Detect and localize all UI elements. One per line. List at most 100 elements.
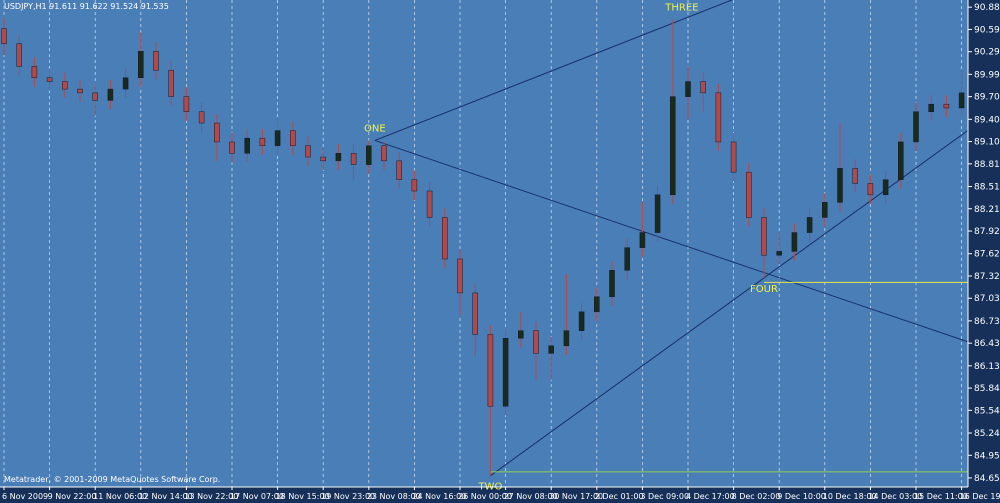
y-tick-label: 89.700: [974, 93, 1000, 103]
candle-body: [350, 153, 357, 165]
y-tick-label: 87.325: [974, 272, 1000, 282]
candle-body: [31, 66, 38, 79]
candle-body: [426, 190, 433, 218]
candle-body: [366, 145, 372, 165]
x-tick-label: 16 Dec 19:00: [960, 492, 1000, 501]
y-tick-label: 89.400: [974, 115, 1000, 125]
candle-body: [305, 145, 311, 158]
candle-body: [609, 270, 615, 297]
candle-body: [882, 179, 889, 196]
candle-body: [746, 171, 752, 218]
candle-body: [639, 232, 646, 248]
candle-body: [396, 160, 402, 180]
x-tick-label: 9 Nov 22:00: [48, 492, 97, 501]
y-tick-label: 89.995: [974, 70, 1000, 80]
candle-body: [274, 130, 281, 146]
candle-body: [229, 141, 235, 154]
chart-title: USDJPY,H1 91.611 91.622 91.524 91.535: [4, 2, 169, 11]
candle-body: [320, 156, 326, 162]
candle-body: [761, 217, 767, 256]
y-tick-label: 89.105: [974, 138, 1000, 148]
candle-body: [381, 145, 387, 162]
x-tick-label: 11 Nov 06:00: [93, 492, 147, 501]
candle-body: [578, 311, 585, 331]
y-tick-label: 90.885: [974, 3, 1000, 13]
candle-body: [122, 77, 129, 90]
candle-body: [776, 251, 782, 256]
candle-body: [138, 51, 144, 79]
y-tick-label: 87.920: [974, 227, 1000, 237]
candle-body: [259, 137, 266, 146]
annotation: FOUR: [750, 284, 778, 295]
x-tick-label: 19 Nov 23:00: [321, 492, 375, 501]
x-tick-label: 10 Dec 18:00: [823, 492, 877, 501]
candle-body: [837, 168, 843, 203]
candle-body: [791, 232, 798, 252]
x-tick-label: 24 Nov 16:00: [412, 492, 466, 501]
candle-body: [502, 338, 509, 407]
x-tick-label: 15 Dec 11:00: [914, 492, 968, 501]
y-tick-label: 87.030: [974, 294, 1000, 304]
candle-body: [168, 69, 174, 97]
candle-body: [518, 330, 524, 339]
x-tick-label: 18 Nov 15:00: [276, 492, 330, 501]
candle-body: [670, 96, 676, 196]
y-tick-label: 88.215: [974, 205, 1000, 215]
candle-body: [913, 111, 919, 143]
candle-body: [107, 88, 114, 101]
candle-body: [700, 81, 706, 94]
candle-body: [411, 179, 418, 192]
candle-body: [806, 217, 813, 233]
candle-body: [867, 183, 874, 196]
y-tick-label: 84.650: [974, 474, 1000, 484]
candle-body: [16, 43, 22, 67]
x-tick-label: 8 Dec 02:00: [732, 492, 781, 501]
candle-body: [730, 141, 737, 173]
annotation: THREE: [664, 3, 698, 14]
candle-body: [548, 345, 554, 354]
x-tick-label: 17 Nov 07:00: [230, 492, 284, 501]
x-tick-label: 2 Dec 01:00: [595, 492, 644, 501]
candle-body: [290, 130, 296, 146]
y-tick-label: 87.620: [974, 250, 1000, 260]
x-tick-label: 6 Nov 2009: [2, 492, 48, 501]
y-tick-label: 86.730: [974, 317, 1000, 327]
candle-body: [335, 153, 342, 162]
candle-body: [654, 194, 661, 233]
trendline: [374, 0, 734, 141]
candle-body: [92, 92, 98, 101]
y-tick-label: 84.950: [974, 451, 1000, 461]
x-tick-label: 3 Dec 09:00: [640, 492, 689, 501]
candle-body: [46, 77, 53, 82]
y-tick-label: 85.245: [974, 429, 1000, 439]
candle-body: [624, 247, 630, 271]
candle-body: [852, 168, 858, 184]
candle-body: [442, 217, 448, 260]
candle-body: [685, 81, 691, 97]
candle-body: [822, 202, 828, 218]
y-tick-label: 86.435: [974, 339, 1000, 349]
x-tick-label: 9 Dec 10:00: [777, 492, 826, 501]
candle-body: [214, 122, 220, 143]
candle-body: [487, 334, 494, 407]
candle-body: [943, 103, 950, 109]
y-tick-label: 88.510: [974, 182, 1000, 192]
y-tick-label: 85.840: [974, 384, 1000, 394]
y-tick-label: 90.295: [974, 48, 1000, 58]
candle-body: [533, 330, 539, 354]
x-tick-label: 23 Nov 08:00: [367, 492, 421, 501]
x-tick-label: 13 Nov 22:00: [184, 492, 238, 501]
candle-body: [77, 88, 83, 94]
trendline: [490, 129, 968, 477]
candle-body: [958, 92, 965, 109]
candle-body: [928, 103, 934, 112]
candle-body: [198, 111, 205, 124]
y-tick-label: 86.135: [974, 362, 1000, 372]
candle-body: [715, 92, 722, 143]
plot-area: [0, 0, 968, 487]
x-tick-label: 14 Dec 03:00: [868, 492, 922, 501]
candle-body: [62, 81, 68, 90]
candle-body: [457, 258, 463, 294]
